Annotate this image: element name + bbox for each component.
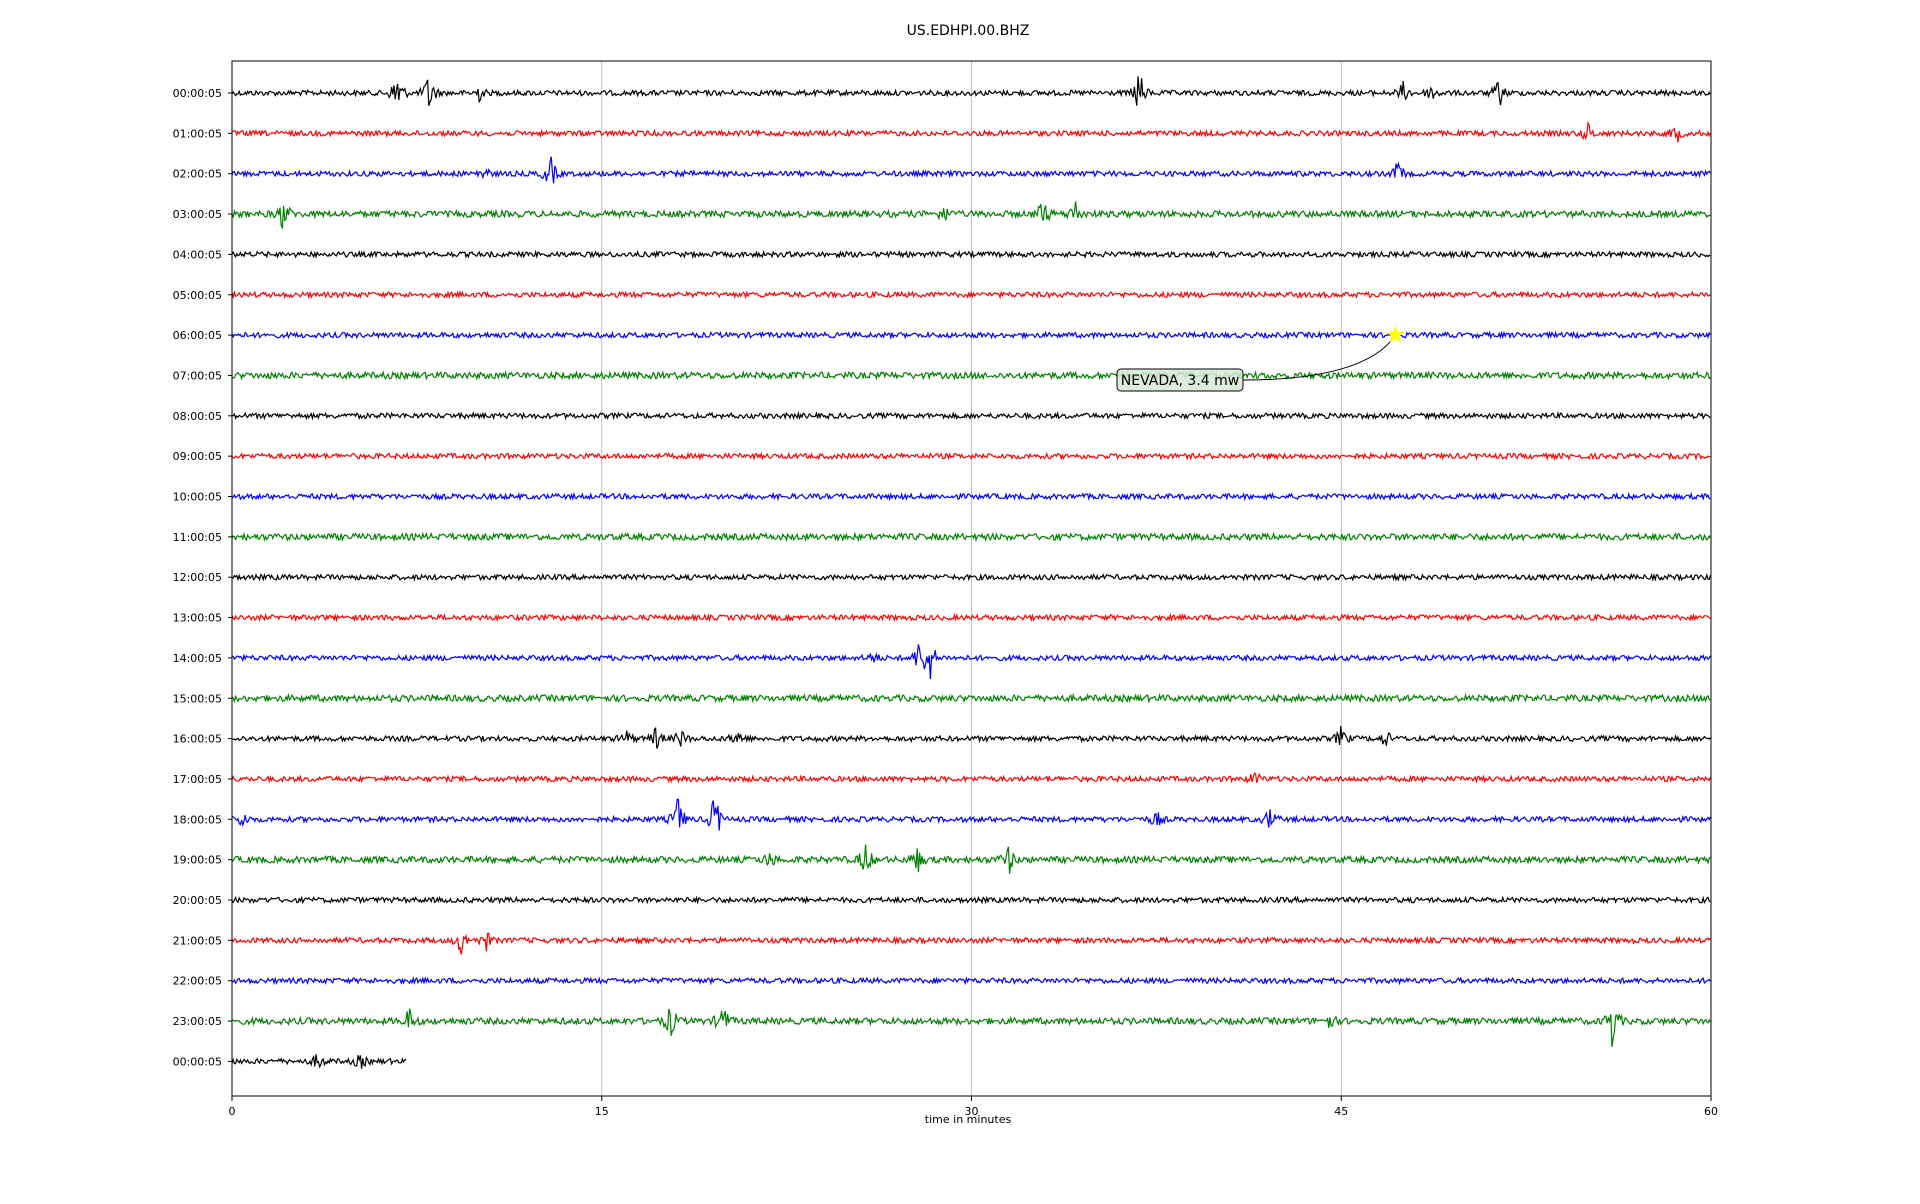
annotation-connector [1242, 334, 1396, 381]
chart-title: US.EDHPI.00.BHZ [907, 23, 1030, 39]
trace-row-16 [232, 725, 1711, 749]
row-label-20: 20:00:05 [173, 894, 222, 907]
trace-row-8 [232, 410, 1711, 421]
row-label-19: 19:00:05 [173, 854, 222, 867]
row-label-18: 18:00:05 [173, 813, 222, 826]
trace-row-4 [231, 249, 1711, 260]
grid-layer [601, 61, 1342, 1096]
row-label-2: 02:00:05 [173, 168, 222, 181]
trace-row-7 [231, 370, 1711, 381]
x-tick-label-0: 0 [229, 1105, 236, 1118]
trace-row-13 [231, 612, 1711, 623]
trace-row-5 [231, 290, 1711, 300]
row-label-4: 04:00:05 [173, 248, 222, 261]
row-label-21: 21:00:05 [173, 934, 222, 947]
row-label-6: 06:00:05 [173, 329, 222, 342]
trace-row-24 [231, 1054, 407, 1069]
trace-row-10 [231, 491, 1711, 502]
trace-row-9 [231, 451, 1711, 462]
x-tick-label-60: 60 [1704, 1105, 1718, 1118]
row-label-8: 08:00:05 [173, 410, 222, 423]
annotation-layer: NEVADA, 3.4 mw [1116, 325, 1405, 392]
row-label-10: 10:00:05 [173, 491, 222, 504]
trace-row-23 [231, 1008, 1711, 1047]
row-label-12: 12:00:05 [173, 571, 222, 584]
x-tick-label-30: 30 [965, 1105, 979, 1118]
trace-row-1 [231, 120, 1711, 143]
row-label-0: 00:00:05 [173, 87, 222, 100]
trace-row-11 [231, 531, 1711, 543]
row-label-22: 22:00:05 [173, 975, 222, 988]
row-label-17: 17:00:05 [173, 773, 222, 786]
row-label-15: 15:00:05 [173, 692, 222, 705]
label-layer: 00:00:05 01:00:05 02:00:05 03:00:05 04:00:05… [173, 87, 1718, 1118]
trace-row-14 [231, 644, 1711, 680]
trace-row-12 [231, 572, 1711, 582]
row-label-16: 16:00:05 [173, 733, 222, 746]
trace-row-22 [231, 975, 1711, 986]
trace-row-18 [231, 798, 1711, 831]
row-label-3: 03:00:05 [173, 208, 222, 221]
event-star-marker [1386, 325, 1405, 343]
row-label-1: 01:00:05 [173, 127, 222, 140]
row-label-9: 09:00:05 [173, 450, 222, 463]
trace-row-21 [231, 932, 1711, 955]
annotation-box [1116, 368, 1244, 392]
annotation-label: NEVADA, 3.4 mw [1121, 373, 1239, 389]
trace-layer [231, 76, 1711, 1069]
row-label-14: 14:00:05 [173, 652, 222, 665]
x-axis-label: time in minutes [925, 1113, 1012, 1126]
row-label-13: 13:00:05 [173, 612, 222, 625]
row-label-7: 07:00:05 [173, 369, 222, 382]
trace-row-2 [231, 156, 1711, 184]
axes-layer [228, 60, 1712, 1101]
trace-row-19 [231, 844, 1711, 874]
trace-row-20 [231, 895, 1711, 905]
row-label-24: 00:00:05 [173, 1055, 222, 1068]
trace-row-17 [231, 772, 1711, 784]
trace-row-6 [231, 330, 1711, 341]
trace-row-15 [231, 692, 1711, 704]
x-tick-label-45: 45 [1334, 1105, 1348, 1118]
x-tick-label-15: 15 [595, 1105, 609, 1118]
trace-row-3 [231, 201, 1711, 230]
row-label-23: 23:00:05 [173, 1015, 222, 1028]
trace-row-0 [231, 76, 1711, 106]
row-label-11: 11:00:05 [173, 531, 222, 544]
row-label-5: 05:00:05 [173, 289, 222, 302]
